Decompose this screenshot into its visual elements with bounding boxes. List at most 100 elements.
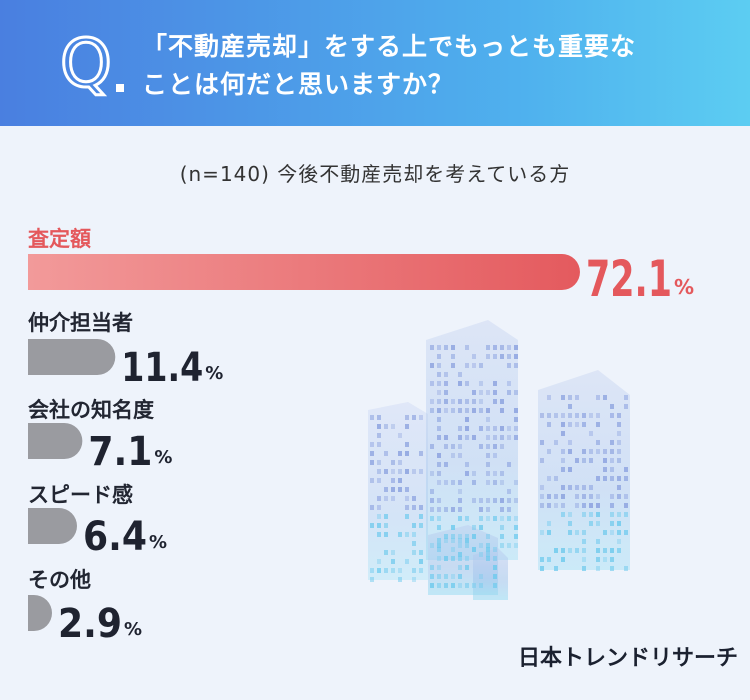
window bbox=[582, 422, 586, 427]
window bbox=[437, 381, 441, 386]
window bbox=[437, 408, 441, 413]
q-badge: Q bbox=[59, 24, 124, 102]
window bbox=[582, 548, 586, 553]
window bbox=[610, 548, 614, 553]
window bbox=[458, 426, 462, 431]
window bbox=[617, 548, 621, 553]
window bbox=[384, 532, 388, 537]
window bbox=[500, 399, 504, 404]
window bbox=[465, 345, 469, 350]
window bbox=[589, 431, 593, 436]
window bbox=[486, 471, 490, 476]
window bbox=[493, 480, 497, 485]
window bbox=[391, 559, 395, 564]
window bbox=[486, 480, 490, 485]
q-letter: Q bbox=[60, 25, 112, 102]
window bbox=[370, 442, 374, 447]
window bbox=[507, 345, 511, 350]
window bbox=[507, 381, 511, 386]
window bbox=[430, 565, 434, 570]
window bbox=[486, 507, 490, 512]
window bbox=[575, 413, 579, 418]
window bbox=[437, 516, 441, 521]
bar bbox=[28, 339, 116, 375]
window bbox=[610, 467, 614, 472]
window bbox=[507, 390, 511, 395]
window bbox=[568, 440, 572, 445]
window bbox=[451, 538, 455, 543]
window bbox=[568, 422, 572, 427]
window bbox=[370, 451, 374, 456]
window bbox=[465, 381, 469, 386]
window bbox=[479, 507, 483, 512]
window bbox=[514, 516, 518, 521]
window bbox=[603, 530, 607, 535]
window bbox=[405, 496, 409, 501]
window bbox=[479, 543, 483, 548]
window bbox=[540, 557, 544, 562]
window bbox=[554, 413, 558, 418]
window bbox=[419, 451, 423, 456]
window bbox=[561, 395, 565, 400]
window bbox=[603, 449, 607, 454]
window bbox=[610, 494, 614, 499]
window bbox=[568, 413, 572, 418]
window bbox=[419, 505, 423, 510]
window bbox=[377, 514, 381, 519]
window bbox=[370, 568, 374, 573]
window bbox=[437, 583, 441, 588]
category-label: 仲介担当者 bbox=[28, 311, 133, 335]
window bbox=[412, 523, 416, 528]
category-label: スピード感 bbox=[28, 483, 133, 507]
window bbox=[486, 453, 490, 458]
window bbox=[384, 451, 388, 456]
window bbox=[479, 574, 483, 579]
window bbox=[451, 408, 455, 413]
window bbox=[405, 514, 409, 519]
window bbox=[444, 444, 448, 449]
window bbox=[514, 534, 518, 539]
window bbox=[514, 498, 518, 503]
window bbox=[458, 489, 462, 494]
window bbox=[437, 480, 441, 485]
window bbox=[486, 417, 490, 422]
window bbox=[514, 480, 518, 485]
window bbox=[540, 494, 544, 499]
window bbox=[370, 460, 374, 465]
window bbox=[596, 521, 600, 526]
window bbox=[412, 469, 416, 474]
window bbox=[377, 523, 381, 528]
window bbox=[617, 494, 621, 499]
window bbox=[514, 408, 518, 413]
window bbox=[479, 498, 483, 503]
window bbox=[554, 566, 558, 571]
window bbox=[624, 566, 628, 571]
window bbox=[398, 451, 402, 456]
window bbox=[596, 413, 600, 418]
window bbox=[458, 399, 462, 404]
window bbox=[405, 424, 409, 429]
window bbox=[465, 426, 469, 431]
window bbox=[493, 354, 497, 359]
window bbox=[617, 476, 621, 481]
window bbox=[451, 547, 455, 552]
window bbox=[412, 505, 416, 510]
window bbox=[589, 503, 593, 508]
window bbox=[493, 426, 497, 431]
window bbox=[472, 354, 476, 359]
window bbox=[377, 505, 381, 510]
window bbox=[370, 415, 374, 420]
window bbox=[377, 433, 381, 438]
window bbox=[624, 476, 628, 481]
window bbox=[377, 415, 381, 420]
window bbox=[430, 498, 434, 503]
q-dot bbox=[116, 84, 124, 92]
window bbox=[465, 417, 469, 422]
window bbox=[444, 574, 448, 579]
window bbox=[437, 453, 441, 458]
window bbox=[419, 469, 423, 474]
window bbox=[419, 559, 423, 564]
window bbox=[547, 413, 551, 418]
window bbox=[458, 444, 462, 449]
